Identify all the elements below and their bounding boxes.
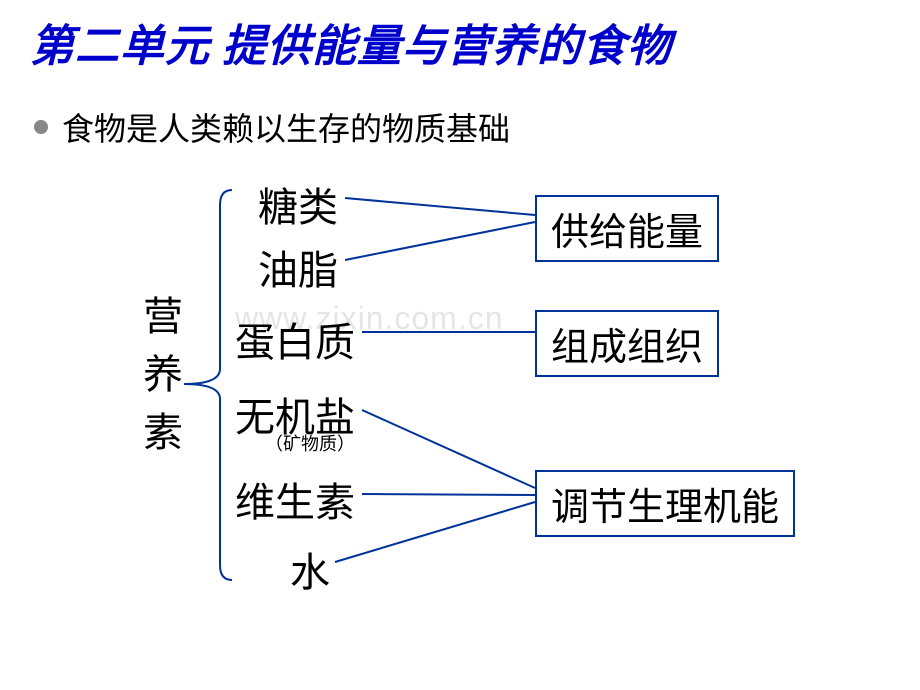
bullet-icon — [34, 120, 48, 134]
nutrient-mineral-note: （矿物质） — [265, 430, 355, 456]
function-regulate: 调节生理机能 — [535, 470, 795, 537]
nutrient-protein: 蛋白质 — [235, 310, 355, 368]
connector-line-3 — [362, 410, 535, 488]
nutrient-vitamin: 维生素 — [235, 470, 355, 528]
slide-title: 第二单元 提供能量与营养的食物 — [30, 10, 900, 74]
subtitle-text: 食物是人类赖以生存的物质基础 — [62, 104, 510, 150]
brace-icon — [184, 190, 232, 580]
connector-line-5 — [335, 502, 535, 562]
subtitle-row: 食物是人类赖以生存的物质基础 — [34, 104, 510, 150]
connector-line-4 — [362, 494, 535, 495]
nutrient-water: 水 — [290, 540, 330, 598]
nutrient-fat: 油脂 — [258, 238, 338, 296]
function-energy: 供给能量 — [535, 195, 719, 262]
connector-line-0 — [345, 198, 535, 215]
nutrient-sugar: 糖类 — [258, 175, 338, 233]
connector-line-1 — [345, 222, 535, 260]
category-label: 营养素 — [130, 295, 188, 469]
function-tissue: 组成组织 — [535, 310, 719, 377]
